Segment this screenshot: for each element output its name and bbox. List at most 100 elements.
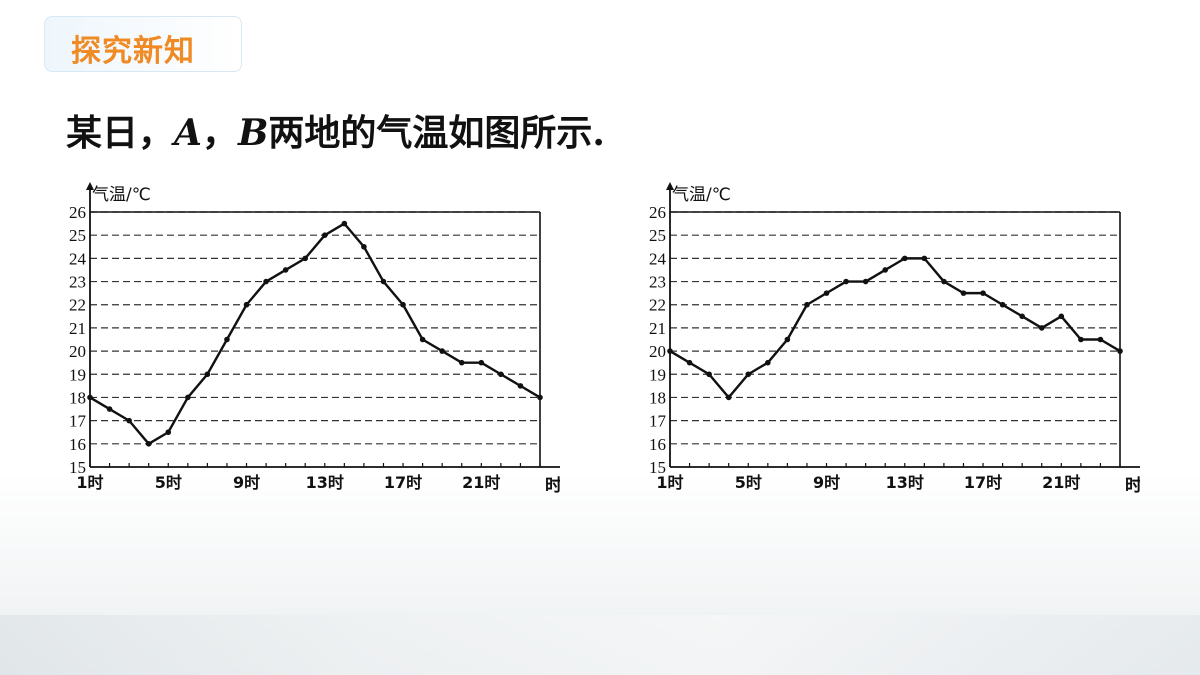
chart-a-data-point [302,255,309,262]
chart-b-svg: 15 16 17 18 19 20 21 22 23 24 25 26 1时 5时 9时 13时 17时 21时 气… [649,182,1140,496]
chart-a-y-tick-label: 26 [69,203,86,222]
chart-b-data-point [921,255,928,262]
question-text: 某日，A，B两地的气温如图所示. [66,104,605,156]
chart-a-data-point [400,301,406,308]
chart-a-y-tick-label: 20 [69,342,86,361]
chart-a-y-tick-label: 21 [69,319,86,338]
chart-b-data-point [1058,313,1065,320]
chart-a-y-tick-label: 25 [69,226,86,245]
chart-a-data-point [224,336,230,343]
chart-b-data-point [706,371,712,378]
chart-b: 15 16 17 18 19 20 21 22 23 24 25 26 1时 5时 9时 13时 17时 21时 气… [620,180,1140,500]
chart-b-data-point [686,359,693,366]
chart-a-data-point [185,394,191,401]
chart-a-data-point [361,243,367,250]
chart-b-y-axis-arrow [666,182,674,190]
chart-a-data-point [478,359,485,366]
place-a-label: A [174,112,202,154]
chart-b-x-tick-label: 9时 [813,473,840,492]
chart-a-y-tick-label: 18 [69,388,86,407]
chart-a-x-tick-label: 1时 [76,473,103,492]
chart-a-data-point [341,220,348,227]
chart-a-x-tick-label: 9时 [233,473,260,492]
chart-a-y-tick-label: 17 [69,412,87,431]
chart-a-x-axis-title: 时刻 [545,475,560,496]
chart-b-y-tick-label: 15 [649,458,666,477]
chart-b-y-tick-label: 20 [649,342,666,361]
chart-a-y-axis-arrow [86,182,94,190]
chart-a-y-tick-label: 22 [69,296,86,315]
chart-b-data-point [882,267,889,273]
chart-a-data-point [321,232,328,238]
chart-b-y-tick-label: 16 [649,435,666,454]
chart-a-data-point [537,394,543,401]
chart-a-y-tick-label: 23 [69,273,86,292]
chart-a-data-point [458,359,465,366]
chart-b-data-point [901,255,908,262]
chart-b-data-point [745,371,752,378]
chart-a-y-axis-title: 气温/℃ [92,185,151,205]
chart-a-data-point [439,348,445,354]
chart-a-x-tick-label: 17时 [384,473,422,492]
chart-b-y-tick-label: 18 [649,388,666,407]
chart-b-y-tick-label: 22 [649,296,666,315]
chart-a-data-point [126,417,132,424]
section-badge: 探究新知 [44,16,242,72]
chart-b-y-tick-label: 19 [649,365,666,384]
chart-a-data-point [243,301,250,308]
chart-a-data-point [282,267,289,273]
chart-b-data-point [804,301,810,308]
chart-b-y-tick-label: 17 [649,412,667,431]
chart-b-data-point [941,278,947,285]
chart-a-data-point [165,429,172,436]
chart-b-data-point [667,348,673,354]
chart-b-data-point [999,301,1006,308]
chart-a-data-point [106,406,113,412]
chart-a-data-point [263,278,269,285]
chart-b-data-point [1078,336,1084,343]
chart-b-y-tick-label: 21 [649,319,666,338]
question-separator: ， [201,112,238,154]
chart-a-temperature-line [89,222,541,446]
chart-a-y-tick-label: 15 [69,458,86,477]
chart-b-y-tick-label: 25 [649,226,666,245]
chart-b-data-point [862,278,869,285]
chart-b-x-tick-label: 1时 [656,473,683,492]
chart-b-x-tick-label: 17时 [964,473,1002,492]
chart-b-data-point [765,359,771,366]
chart-b-y-tick-label: 24 [649,249,667,268]
chart-a-data-point [145,441,152,447]
chart-a-y-tick-label: 24 [69,249,87,268]
chart-a-data-point [498,371,504,378]
chart-a-data-point [380,278,387,285]
chart-a-data-point [517,383,524,389]
chart-b-data-point [1038,325,1045,331]
question-suffix: 两地的气温如图所示. [268,112,605,154]
chart-b-y-tick-label: 26 [649,203,666,222]
chart-a-x-tick-label: 21时 [462,473,500,492]
chart-b-data-point [1097,336,1104,343]
chart-b-y-tick-label: 23 [649,273,666,292]
chart-b-data-point [980,290,986,296]
chart-b-x-tick-label: 5时 [735,473,762,492]
chart-b-data-point [725,394,732,401]
chart-a-x-tick-label: 13时 [306,473,344,492]
chart-a-svg: 15 16 17 18 19 20 21 22 23 24 25 26 1时 5时 9时 13时 17时 21时 气… [69,182,560,496]
chart-b-data-point [1019,313,1025,320]
background-haze [0,615,1200,675]
question-prefix: 某日， [66,112,175,154]
chart-a-data-point [204,371,211,378]
section-badge-label: 探究新知 [71,34,195,69]
chart-a: 15 16 17 18 19 20 21 22 23 24 25 26 1时 5时 9时 13时 17时 21时 气… [40,180,560,500]
chart-b-x-tick-label: 21时 [1042,473,1080,492]
chart-b-y-axis-title: 气温/℃ [672,185,731,205]
chart-b-data-point [784,336,791,343]
chart-b-data-point [823,290,830,296]
chart-a-data-point [419,336,426,343]
chart-b-data-point [960,290,967,296]
chart-a-y-tick-label: 19 [69,365,86,384]
chart-b-x-axis-title: 时刻 [1125,475,1140,496]
chart-b-temperature-line [669,257,1121,399]
chart-a-y-tick-label: 16 [69,435,86,454]
chart-b-data-point [1117,348,1123,354]
